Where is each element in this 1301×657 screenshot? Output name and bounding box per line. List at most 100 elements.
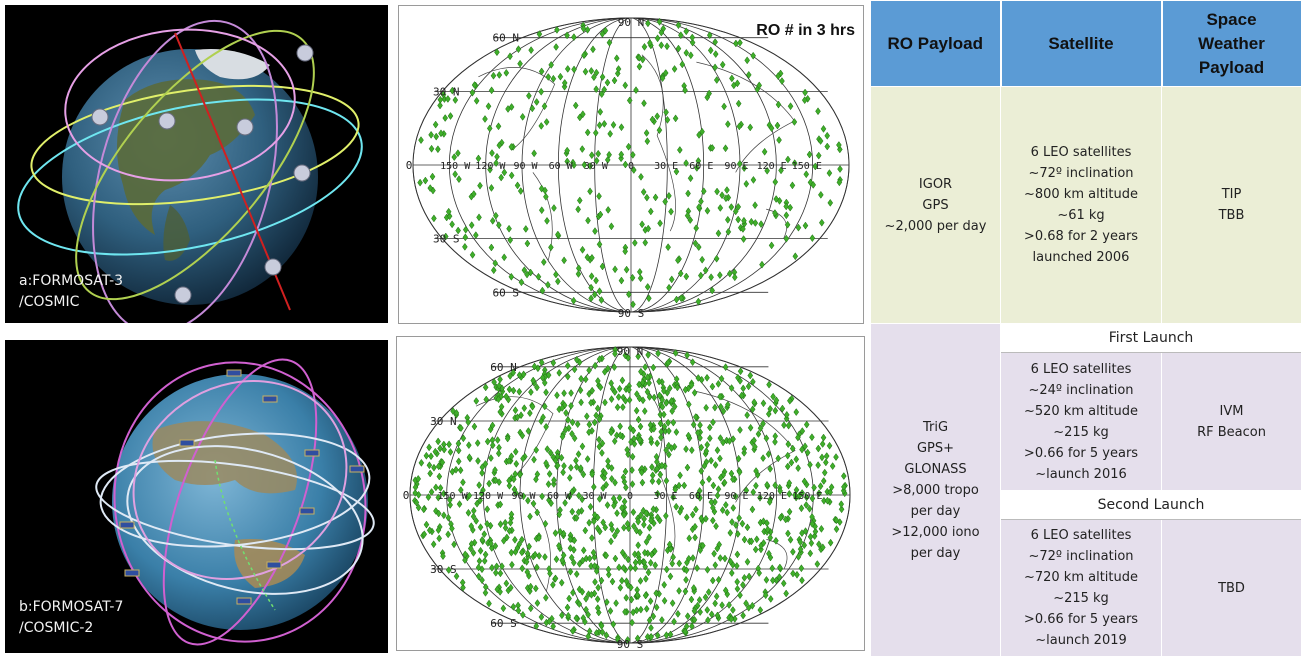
longitude-label: 90 E [724, 491, 748, 502]
cosmic2-ro-payload: TriG GPS+ GLONASS >8,000 tropo per day >… [871, 324, 1001, 657]
formosat7-caption-line1: b:FORMOSAT-7 [19, 597, 123, 618]
ro-map-cosmic2: 90 N 90 S 60 N 30 N 0 30 S 60 S 150 W 120 W 90 W 6… [396, 336, 865, 651]
cosmic-space-weather-line: TBB [1166, 205, 1297, 226]
latitude-label: 30 N [430, 415, 457, 428]
cosmic-satellite-line: 6 LEO satellites [1005, 142, 1157, 163]
cosmic-ro-payload-line: ~2,000 per day [875, 216, 996, 237]
ro-map-cosmic-svg: 90 N 90 S 60 N 30 N 0 30 S 60 S 150 W 120 W 90 W 6… [399, 6, 863, 323]
cosmic-ro-payload-line: IGOR [875, 174, 996, 195]
cosmic-ro-payload-line: GPS [875, 195, 996, 216]
longitude-label: 30 W [582, 491, 607, 502]
second-space-weather-line: TBD [1166, 578, 1297, 599]
latitude-label: 30 N [433, 86, 460, 99]
table-header-row: RO Payload Satellite Space Weather Paylo… [871, 1, 1301, 87]
longitude-label: 90 W [513, 161, 538, 172]
second-satellite-line: ~72º inclination [1005, 546, 1157, 567]
second-satellite-line: ~launch 2019 [1005, 630, 1157, 651]
first-satellite-line: ~520 km altitude [1005, 401, 1157, 422]
south-pole-label: 90 S [618, 307, 645, 320]
formosat3-caption-line1: a:FORMOSAT-3 [19, 271, 123, 292]
latitude-label: 60 N [490, 361, 517, 374]
latitude-label: 0 [406, 159, 413, 172]
cosmic2-ro-payload-line: GLONASS [875, 459, 996, 480]
cosmic-satellite-line: ~61 kg [1005, 205, 1157, 226]
longitude-label: 150 W [438, 491, 469, 502]
cosmic2-ro-payload-line: >12,000 iono [875, 522, 996, 543]
latitude-label: 30 S [433, 233, 460, 246]
ro-map-cosmic2-svg: 90 N 90 S 60 N 30 N 0 30 S 60 S 150 W 120 W 90 W 6… [397, 337, 864, 650]
header-satellite: Satellite [1001, 1, 1162, 87]
second-launch-satellite: 6 LEO satellites ~72º inclination ~720 k… [1001, 520, 1162, 657]
cosmic2-ro-payload-line: >8,000 tropo [875, 480, 996, 501]
longitude-label: 60 E [689, 161, 713, 172]
latitude-label: 60 S [490, 617, 517, 630]
cosmic-satellite-line: ~72º inclination [1005, 163, 1157, 184]
second-launch-space-weather: TBD [1162, 520, 1301, 657]
header-space-weather-line3: Payload [1167, 56, 1297, 80]
longitude-label: 150 E [792, 161, 822, 172]
first-space-weather-line: IVM [1166, 401, 1297, 422]
map-title: RO # in 3 hrs [756, 22, 855, 40]
cosmic-space-weather-line: TIP [1166, 184, 1297, 205]
first-launch-space-weather: IVM RF Beacon [1162, 353, 1301, 491]
first-launch-label: First Launch [1001, 324, 1301, 353]
formosat7-image: b:FORMOSAT-7 /COSMIC-2 [5, 340, 388, 653]
header-space-weather-line2: Weather [1167, 32, 1297, 56]
table-row-first-launch-label: TriG GPS+ GLONASS >8,000 tropo per day >… [871, 324, 1301, 353]
longitude-label: 120 W [473, 491, 504, 502]
longitude-label: 90 W [512, 491, 537, 502]
second-satellite-line: 6 LEO satellites [1005, 525, 1157, 546]
first-satellite-line: ~215 kg [1005, 422, 1157, 443]
formosat3-caption-line2: /COSMIC [19, 292, 123, 313]
second-satellite-line: >0.66 for 5 years [1005, 609, 1157, 630]
cosmic2-ro-payload-line: per day [875, 501, 996, 522]
formosat3-caption: a:FORMOSAT-3 /COSMIC [19, 271, 123, 313]
first-satellite-line: ~24º inclination [1005, 380, 1157, 401]
first-satellite-line: >0.66 for 5 years [1005, 443, 1157, 464]
latitude-label: 60 N [493, 32, 520, 45]
cosmic-ro-payload: IGOR GPS ~2,000 per day [871, 87, 1001, 324]
longitude-label: 60 E [689, 491, 713, 502]
longitude-label: 30 E [654, 161, 678, 172]
header-space-weather-line1: Space [1167, 8, 1297, 32]
second-satellite-line: ~215 kg [1005, 588, 1157, 609]
longitude-label: 60 W [549, 161, 574, 172]
second-satellite-line: ~720 km altitude [1005, 567, 1157, 588]
formosat3-image: a:FORMOSAT-3 /COSMIC [5, 5, 388, 323]
table-row-cosmic: IGOR GPS ~2,000 per day 6 LEO satellites… [871, 87, 1301, 324]
cosmic-space-weather: TIP TBB [1162, 87, 1301, 324]
longitude-label: 120 E [757, 161, 787, 172]
north-pole-label: 90 N [617, 345, 644, 358]
latitude-label: 60 S [493, 286, 520, 299]
longitude-label: 30 E [653, 491, 677, 502]
header-ro-payload: RO Payload [871, 1, 1001, 87]
longitude-label: 90 E [724, 161, 748, 172]
longitude-label: 150 W [440, 161, 471, 172]
latitude-label: 0 [403, 489, 410, 502]
cosmic-satellite: 6 LEO satellites ~72º inclination ~800 k… [1001, 87, 1162, 324]
longitude-label: 120 E [757, 491, 787, 502]
ro-map-cosmic: 90 N 90 S 60 N 30 N 0 30 S 60 S 150 W 120 W 90 W 6… [398, 5, 864, 324]
cosmic2-ro-payload-line: GPS+ [875, 438, 996, 459]
formosat7-caption: b:FORMOSAT-7 /COSMIC-2 [19, 597, 123, 639]
header-space-weather: Space Weather Payload [1162, 1, 1301, 87]
first-satellite-line: ~launch 2016 [1005, 464, 1157, 485]
longitude-label: 0 [628, 161, 634, 172]
longitude-label: 30 W [584, 161, 609, 172]
latitude-label: 30 S [430, 563, 457, 576]
cosmic-satellite-line: launched 2006 [1005, 247, 1157, 268]
cosmic2-ro-payload-line: TriG [875, 417, 996, 438]
second-launch-label: Second Launch [1001, 491, 1301, 520]
cosmic2-ro-payload-line: per day [875, 543, 996, 564]
first-satellite-line: 6 LEO satellites [1005, 359, 1157, 380]
south-pole-label: 90 S [617, 638, 644, 650]
cosmic-satellite-line: ~800 km altitude [1005, 184, 1157, 205]
longitude-label: 150 E [792, 491, 822, 502]
mission-specs-table: RO Payload Satellite Space Weather Paylo… [870, 0, 1301, 657]
longitude-label: 120 W [475, 161, 506, 172]
longitude-label: 60 W [547, 491, 572, 502]
north-pole-label: 90 N [618, 16, 645, 29]
first-space-weather-line: RF Beacon [1166, 422, 1297, 443]
cosmic-satellite-line: >0.68 for 2 years [1005, 226, 1157, 247]
longitude-label: 0 [627, 491, 633, 502]
